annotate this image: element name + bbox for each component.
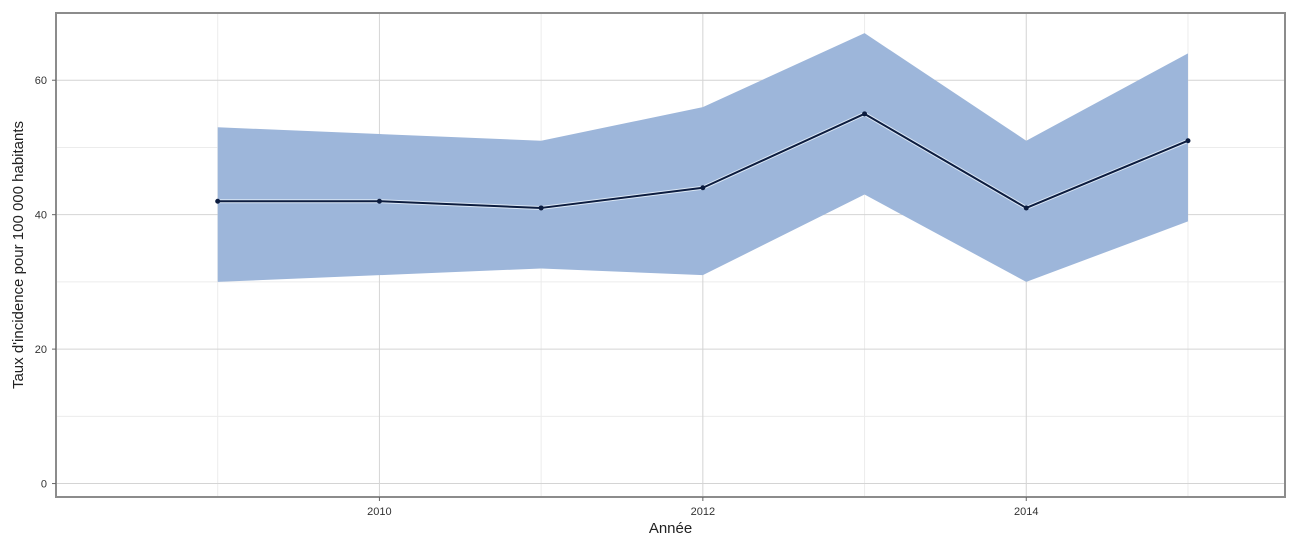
y-tick-label: 20: [35, 344, 47, 356]
x-tick-label: 2012: [691, 506, 715, 518]
data-point: [1024, 205, 1029, 210]
data-point: [215, 199, 220, 204]
y-tick-label: 60: [35, 75, 47, 87]
x-tick-label: 2010: [367, 506, 391, 518]
data-point: [539, 205, 544, 210]
x-tick-label: 2014: [1014, 506, 1038, 518]
data-point: [700, 185, 705, 190]
y-tick-label: 0: [41, 479, 47, 491]
y-axis-title: Taux d'incidence pour 100 000 habitants: [10, 121, 27, 389]
data-point: [377, 199, 382, 204]
x-axis-title: Année: [649, 520, 692, 537]
data-point: [1185, 138, 1190, 143]
data-point: [862, 111, 867, 116]
y-tick-label: 40: [35, 210, 47, 222]
